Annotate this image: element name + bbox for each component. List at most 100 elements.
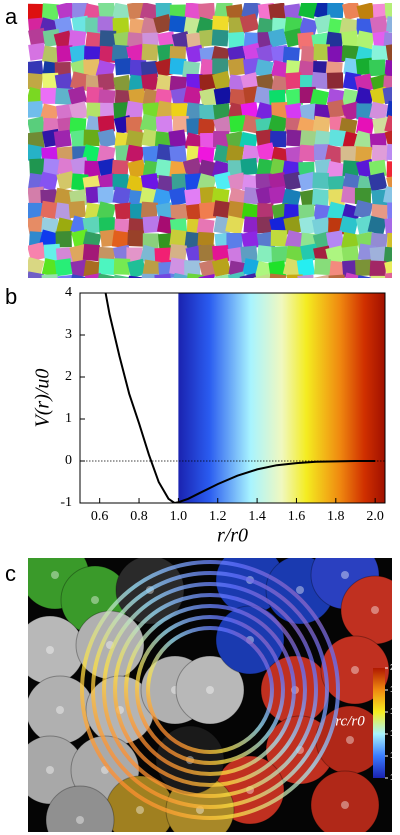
grain [285,72,303,90]
grain [97,3,116,19]
grain [98,258,116,276]
grain [241,3,261,20]
y-tick-label: 3 [65,327,72,342]
cutoff-ring [124,604,296,776]
colorbar-tick-label: 1.8 [390,685,400,694]
grain [211,29,229,47]
grain [54,72,74,92]
grain [72,3,89,18]
grain [98,217,116,234]
grain [229,114,247,133]
grain [126,44,146,63]
panel-label: a [5,4,18,29]
grain [369,246,388,264]
grain [182,157,203,178]
grain [384,271,392,278]
y-tick-label: 2 [65,369,72,384]
grain [125,144,145,164]
grain [153,14,173,34]
grain [255,102,276,122]
sphere-highlight [351,666,359,674]
grain [141,73,159,92]
grain [28,215,46,235]
grain [327,99,346,119]
grain [284,102,304,122]
grain [211,257,232,278]
x-tick-label: 1.6 [288,509,306,524]
grain [256,231,276,250]
grain [41,45,61,65]
grain [54,16,74,36]
grain [270,229,287,247]
x-tick-label: 0.6 [91,509,109,524]
sphere-highlight [56,706,64,714]
x-tick-label: 1.2 [209,509,227,524]
grain [127,258,147,278]
grain [384,217,392,235]
grain [140,201,158,219]
grain [185,273,204,278]
grain [340,146,357,163]
grain [126,275,145,278]
grain [282,188,302,208]
potential-curve [104,293,376,503]
grain [225,215,245,235]
grain [356,3,376,22]
grain [56,45,74,63]
grain [171,31,191,51]
grain [139,3,159,22]
grain [384,115,392,135]
grain [241,231,260,250]
grain [213,116,233,136]
grain [199,202,217,220]
grain [369,101,389,121]
plot-area [104,293,376,503]
grain [268,3,287,21]
grain-mosaic [28,3,392,278]
grain [125,100,144,120]
grain [99,30,117,47]
grain [324,144,344,164]
grain [213,131,230,148]
grain [183,86,203,105]
grain [240,101,259,121]
grain [155,158,174,177]
grain [354,187,371,205]
grain [198,3,216,20]
grain [255,173,273,191]
grain [54,258,73,277]
grain [141,43,159,61]
grain [42,158,61,176]
grain [341,3,362,21]
grain [96,201,116,221]
grain [84,160,101,178]
grain [227,172,247,192]
grain [226,232,243,250]
grain [355,87,375,107]
grain [326,201,347,222]
grain [328,274,346,278]
grain [371,144,389,162]
colorbar [373,668,385,778]
grain [28,42,47,61]
sphere-highlight [371,606,379,614]
y-tick-label: -1 [60,495,72,510]
sphere-highlight [76,816,84,824]
grain [212,58,229,75]
grain [300,243,319,263]
grain [100,102,117,119]
grain [314,258,331,276]
grain [111,159,129,177]
grain [40,103,60,123]
x-tick-label: 1.0 [170,509,188,524]
grain [111,44,129,62]
grain [327,175,345,193]
grain [68,30,87,48]
grain [55,231,72,248]
potential-chart: -1 0 1 2 3 4 0.6 0.8 1.0 1.2 1.4 1.6 1.8 2.0 r/r0 V(r)/… [32,285,386,547]
grain [114,58,132,76]
grain [229,88,247,106]
grain [255,129,274,148]
grain [139,113,160,134]
